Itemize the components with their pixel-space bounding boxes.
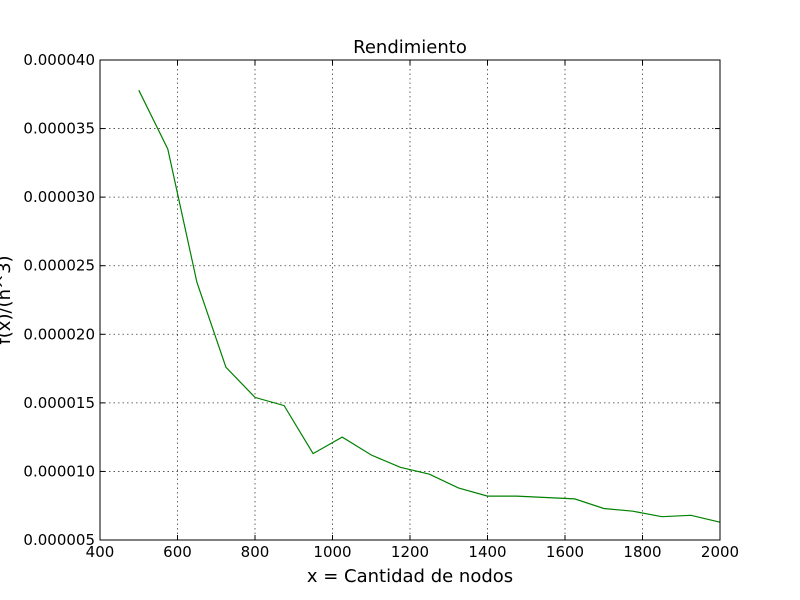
y-tick-label: 0.000040	[23, 51, 95, 69]
x-tick-label: 400	[86, 543, 115, 561]
x-tick-label: 1600	[546, 543, 584, 561]
y-tick-label: 0.000025	[23, 257, 95, 275]
y-tick-label: 0.000035	[23, 120, 95, 138]
x-tick-label: 1400	[468, 543, 506, 561]
y-tick-label: 0.000020	[23, 325, 95, 343]
x-tick-label: 800	[241, 543, 270, 561]
x-tick-label: 600	[163, 543, 192, 561]
y-tick-label: 0.000015	[23, 394, 95, 412]
x-tick-label: 1200	[391, 543, 429, 561]
grid-lines	[100, 60, 720, 540]
plot-frame	[99, 59, 721, 541]
y-tick-label: 0.000030	[23, 188, 95, 206]
axis-ticks: 400 600 800 1000 1200 1400 1600 1800 2000 0.00000…	[23, 51, 739, 561]
x-tick-label: 2000	[701, 543, 739, 561]
y-tick-label: 0.000010	[23, 462, 95, 480]
y-axis-label: f(x)/(n^3)	[0, 255, 15, 344]
x-tick-label: 1800	[623, 543, 661, 561]
y-tick-label: 0.000005	[23, 531, 95, 549]
chart-title: Rendimiento	[353, 37, 467, 58]
series-line	[138, 89, 721, 523]
x-tick-label: 1000	[313, 543, 351, 561]
series-layer	[138, 89, 721, 523]
x-axis-label: x = Cantidad de nodos	[307, 566, 513, 587]
